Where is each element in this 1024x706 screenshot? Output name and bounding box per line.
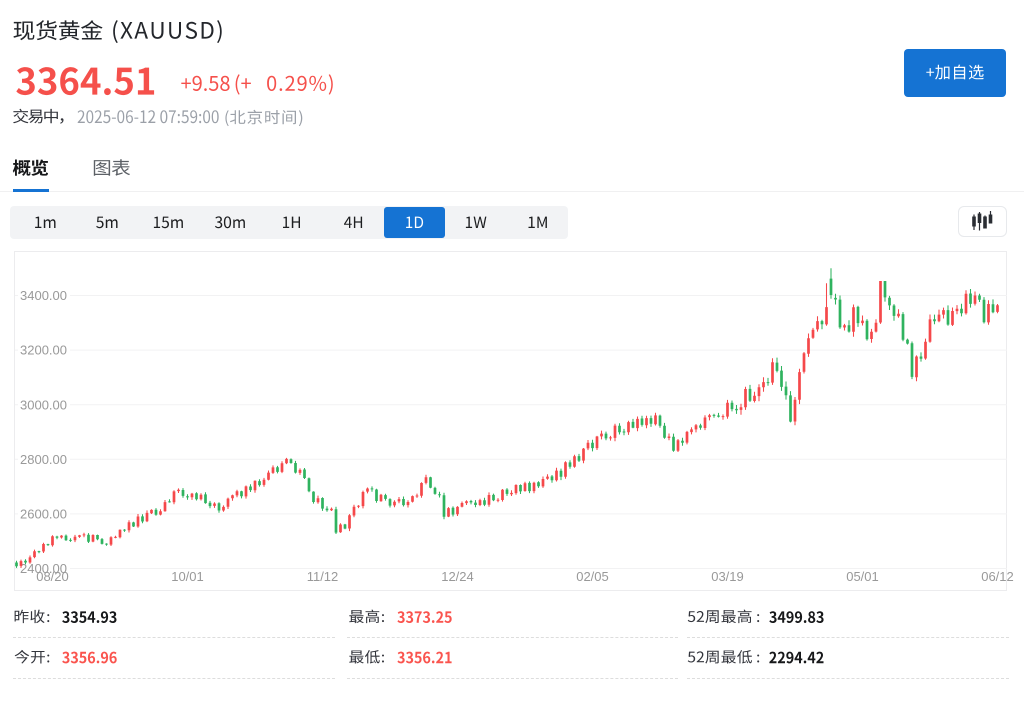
svg-text:2400.00: 2400.00 bbox=[20, 561, 67, 576]
svg-text:12/24: 12/24 bbox=[441, 569, 474, 584]
svg-text:06/12: 06/12 bbox=[981, 569, 1014, 584]
svg-text:2800.00: 2800.00 bbox=[20, 452, 67, 467]
svg-text:10/01: 10/01 bbox=[171, 569, 204, 584]
svg-text:2600.00: 2600.00 bbox=[20, 507, 67, 522]
svg-text:3000.00: 3000.00 bbox=[20, 397, 67, 412]
svg-text:02/05: 02/05 bbox=[576, 569, 609, 584]
svg-text:05/01: 05/01 bbox=[846, 569, 879, 584]
svg-text:08/20: 08/20 bbox=[36, 569, 69, 584]
svg-text:03/19: 03/19 bbox=[711, 569, 744, 584]
svg-text:3200.00: 3200.00 bbox=[20, 343, 67, 358]
svg-text:3400.00: 3400.00 bbox=[20, 288, 67, 303]
svg-text:11/12: 11/12 bbox=[307, 569, 339, 584]
